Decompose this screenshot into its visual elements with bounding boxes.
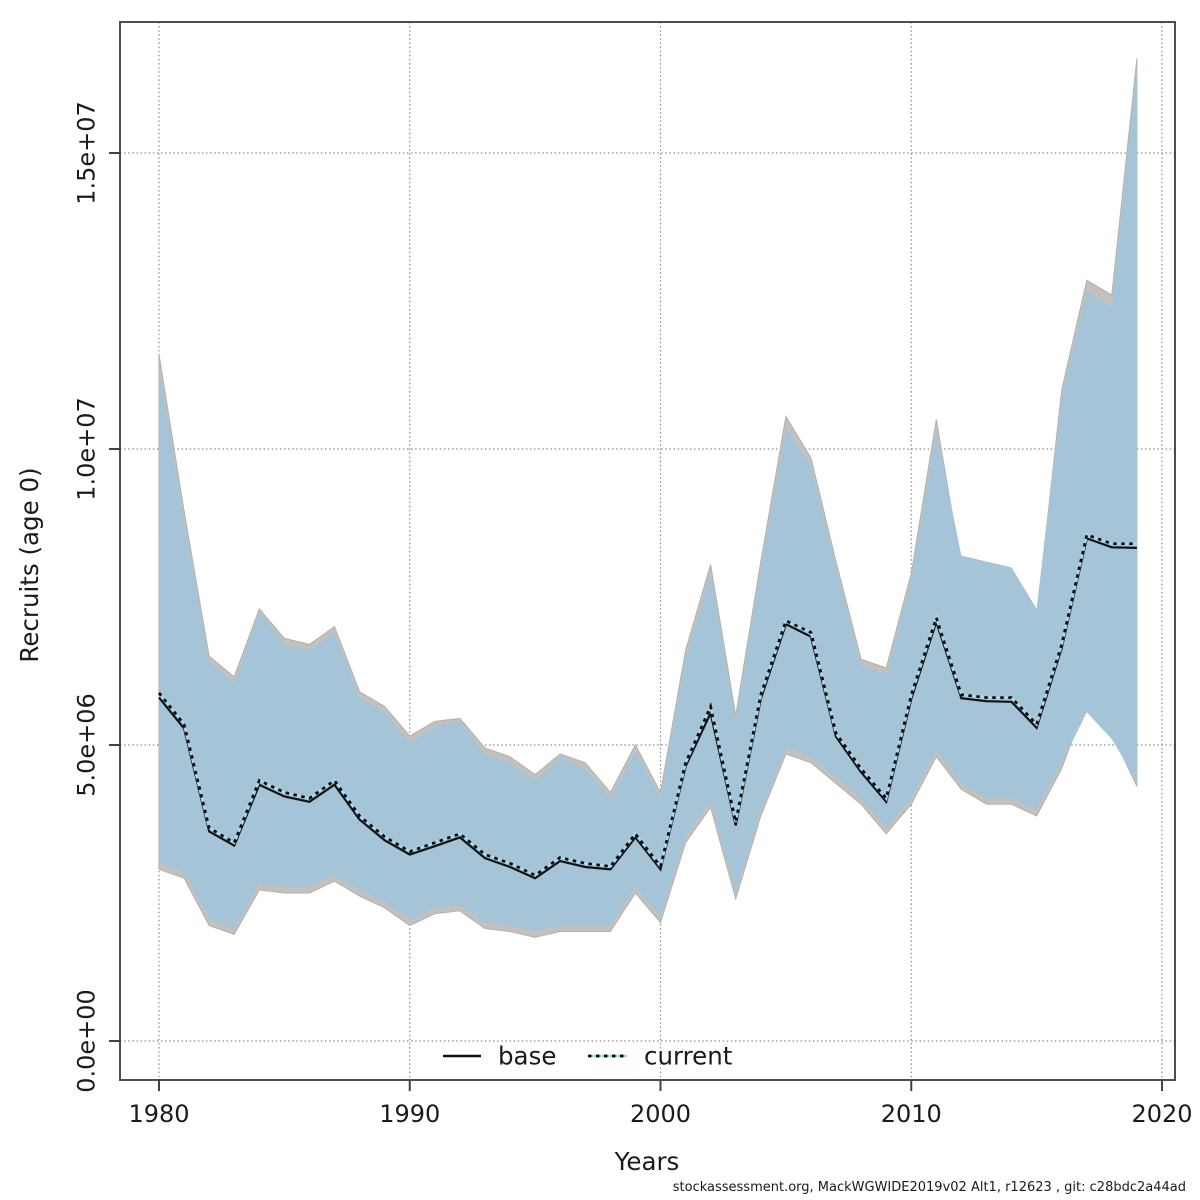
plot-border — [119, 21, 1176, 1081]
base-median-line — [158, 536, 1137, 880]
x-tick-label-1980: 1980 — [128, 1100, 189, 1128]
x-tick-label-1990: 1990 — [379, 1100, 440, 1128]
y-tick-label-5.0e+06: 5.0e+06 — [72, 693, 100, 797]
legend-base-label: base — [498, 1042, 556, 1071]
x-tick-label-2020: 2020 — [1131, 1100, 1192, 1128]
y-tick-label-0.0e+00: 0.0e+00 — [72, 989, 100, 1093]
y-axis-title: Recruits (age 0) — [15, 467, 44, 662]
y-tick-label-1.0e+07: 1.0e+07 — [72, 397, 100, 501]
legend-current-label: current — [644, 1042, 733, 1071]
x-tick-label-2000: 2000 — [630, 1100, 691, 1128]
current-median-line-underlay — [157, 533, 1137, 877]
gridlines — [120, 22, 1175, 1080]
current-confidence-band — [159, 64, 1137, 932]
x-axis-title: Years — [614, 1147, 680, 1176]
y-tick-labels: 0.0e+00 5.0e+06 1.0e+07 1.5e+07 — [72, 101, 100, 1093]
x-tick-label-2010: 2010 — [881, 1100, 942, 1128]
axis-ticks — [109, 152, 1163, 1091]
x-tick-labels: 1980 1990 2000 2010 2020 — [128, 1100, 1192, 1128]
chart-series — [157, 58, 1138, 938]
y-tick-label-1.5e+07: 1.5e+07 — [72, 101, 100, 205]
legend: base current — [443, 1042, 733, 1071]
footer-credit: stockassessment.org, MackWGWIDE2019v02 A… — [673, 1180, 1186, 1195]
